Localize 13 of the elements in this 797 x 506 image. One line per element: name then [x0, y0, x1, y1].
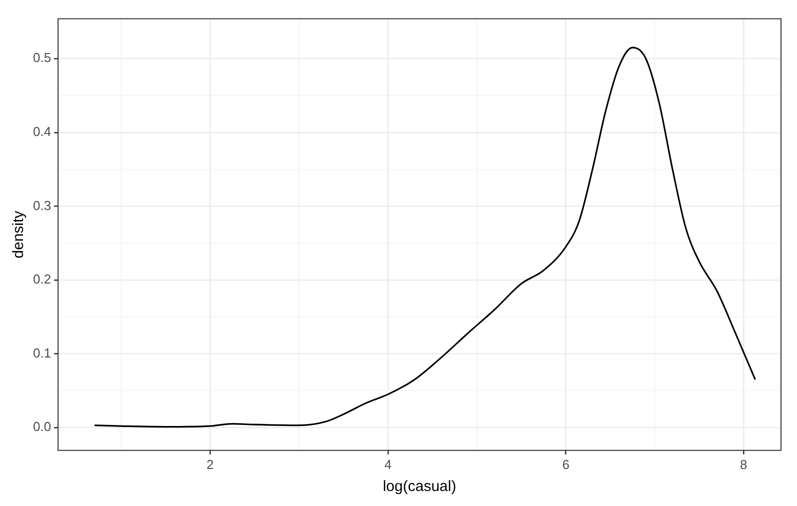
- y-tick-label: 0.5: [32, 50, 52, 66]
- y-axis-title: density: [10, 210, 28, 258]
- x-tick-label: 8: [740, 456, 748, 472]
- y-tick-label: 0.1: [32, 345, 52, 360]
- x-tick-label: 6: [562, 456, 570, 472]
- x-axis-title: log(casual): [382, 478, 456, 496]
- x-tick-label: 4: [384, 456, 392, 472]
- text: 0.0: [32, 419, 52, 434]
- y-tick-label: 0.2: [32, 272, 52, 287]
- y-tick-label: 0.4: [32, 124, 52, 139]
- line-series: [94, 46, 756, 428]
- y-tick-label: 0.3: [32, 198, 52, 213]
- x-tick-label: 2: [206, 456, 214, 472]
